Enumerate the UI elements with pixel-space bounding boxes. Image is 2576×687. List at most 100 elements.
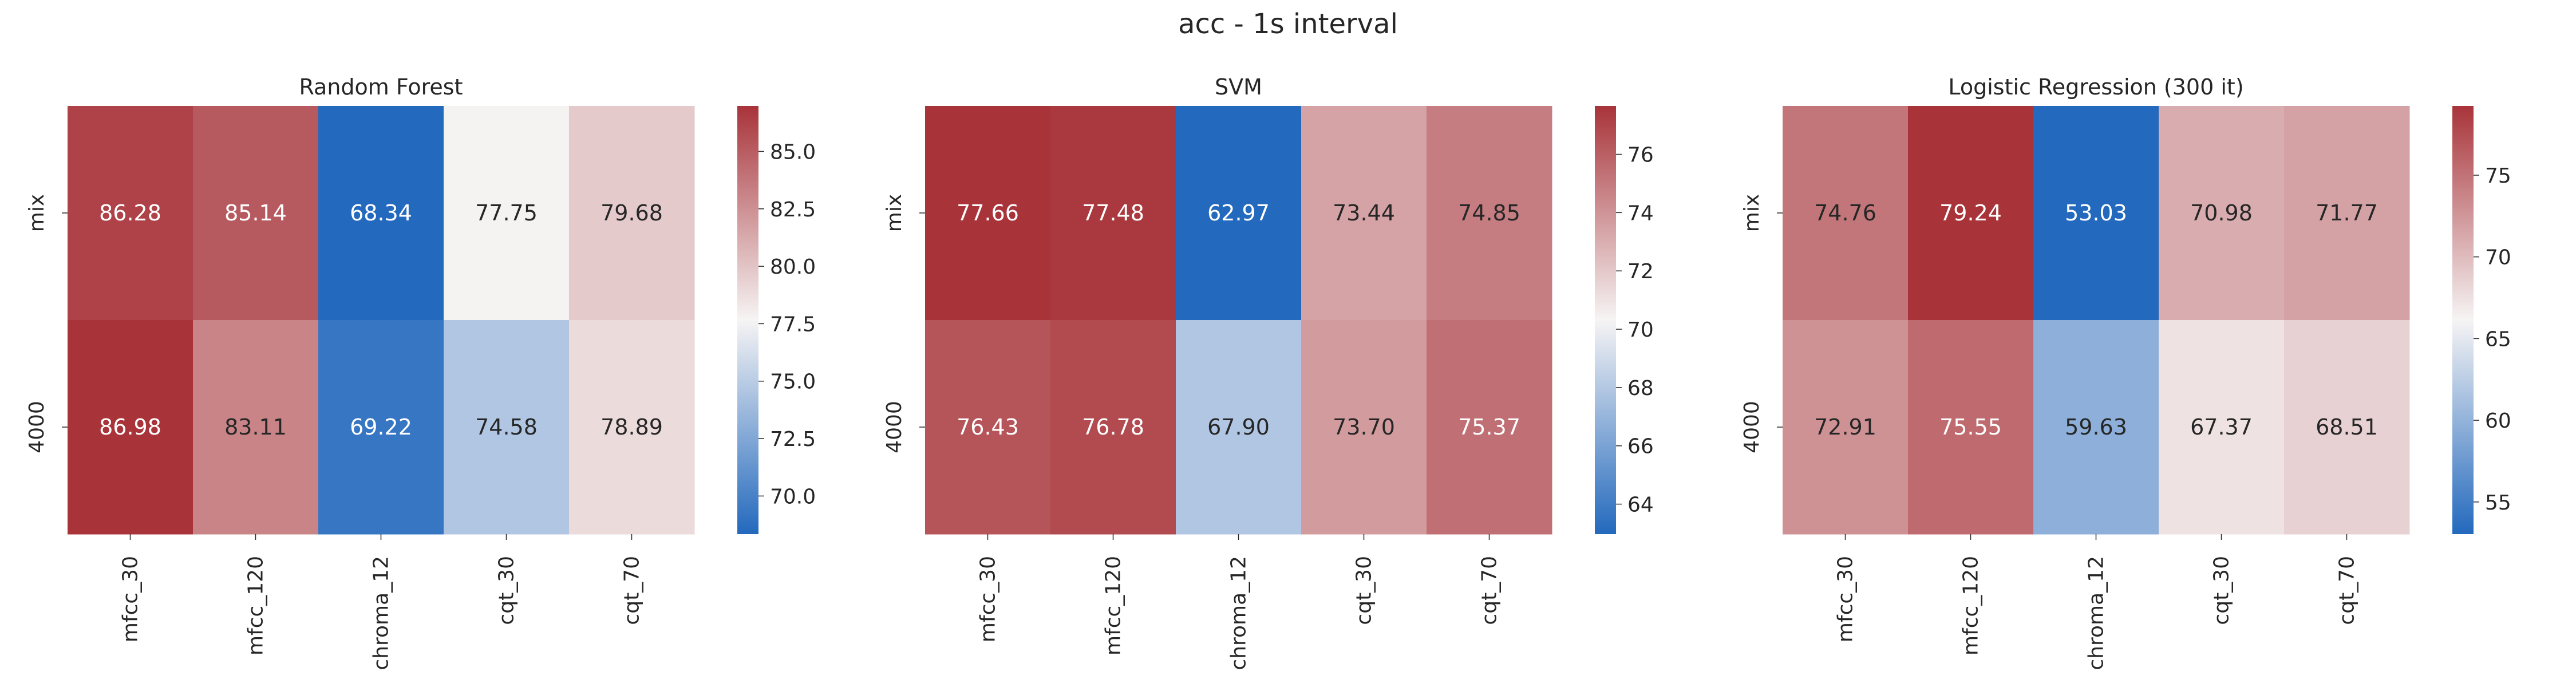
x-tick-label: cqt_30	[1353, 556, 1376, 625]
heatmap-cell	[569, 320, 695, 535]
x-tick-label: mfcc_120	[1102, 556, 1125, 656]
x-tick-label: cqt_70	[2336, 556, 2359, 625]
x-tick-label: cqt_30	[2210, 556, 2234, 625]
cell-value-label: 72.91	[1814, 414, 1876, 440]
y-tick-label: 4000	[1740, 401, 1764, 453]
colorbar	[2452, 106, 2474, 534]
heatmap-panel: Logistic Regression (300 it) 74.76 79.24 53…	[1740, 74, 2511, 670]
colorbar-tick-label: 74	[1627, 202, 1654, 225]
colorbar-tick-label: 60	[2485, 409, 2511, 433]
x-tick-label: mfcc_120	[244, 556, 268, 656]
x-tick-label: mfcc_30	[1834, 556, 1858, 642]
colorbar-tick-label: 85.0	[770, 140, 816, 164]
cell-value-label: 86.98	[99, 414, 161, 440]
colorbar-tick-label: 65	[2485, 327, 2511, 351]
heatmap-cell	[1301, 106, 1427, 321]
panel-title: SVM	[1215, 74, 1262, 100]
cell-value-label: 79.68	[600, 200, 663, 226]
cell-value-label: 85.14	[224, 200, 287, 226]
colorbar-tick-label: 72.5	[770, 428, 816, 451]
heatmap-cell	[925, 320, 1051, 535]
cell-value-label: 74.85	[1458, 200, 1520, 226]
heatmap-cell	[1908, 106, 2034, 321]
x-tick-label: cqt_30	[495, 556, 519, 625]
colorbar-tick-label: 70	[1627, 318, 1654, 342]
colorbar-tick-label: 75	[2485, 164, 2511, 188]
colorbar-tick-label: 76	[1627, 144, 1654, 167]
colorbar	[1595, 106, 1616, 534]
heatmap-cell	[1050, 320, 1176, 535]
heatmap-cell	[68, 106, 193, 321]
cell-value-label: 68.51	[2316, 414, 2378, 440]
heatmap-panel: SVM 77.66 77.48 62.97 73.44 74.85 76.43 76.78 67…	[883, 74, 1654, 670]
heatmap-cell	[193, 106, 319, 321]
cell-value-label: 53.03	[2065, 200, 2127, 226]
x-tick-label: cqt_70	[621, 556, 644, 625]
colorbar-tick-label: 66	[1627, 435, 1654, 459]
heatmap-cell	[2284, 320, 2410, 535]
y-tick-label: 4000	[25, 401, 49, 453]
heatmap-cell	[1783, 320, 1909, 535]
cell-value-label: 59.63	[2065, 414, 2127, 440]
colorbar-tick-label: 55	[2485, 491, 2511, 515]
heatmap-cell	[68, 320, 193, 535]
x-tick-label: cqt_70	[1478, 556, 1502, 625]
heatmap-cell	[1908, 320, 2034, 535]
colorbar-tick-label: 80.0	[770, 255, 816, 279]
cell-value-label: 86.28	[99, 200, 161, 226]
cell-value-label: 74.76	[1814, 200, 1876, 226]
figure-title: acc - 1s interval	[1178, 8, 1398, 40]
cell-value-label: 73.44	[1333, 200, 1395, 226]
cell-value-label: 62.97	[1207, 200, 1270, 226]
heatmap-cell	[1427, 106, 1552, 321]
x-tick-label: mfcc_30	[119, 556, 143, 642]
cell-value-label: 78.89	[600, 414, 663, 440]
colorbar-tick-label: 70	[2485, 246, 2511, 270]
x-tick-label: mfcc_30	[977, 556, 1000, 642]
cell-value-label: 79.24	[1939, 200, 2002, 226]
heatmap-cell	[2033, 320, 2159, 535]
heatmap-cell	[1783, 106, 1909, 321]
y-tick-label: mix	[883, 194, 906, 232]
heatmap-cell	[2033, 106, 2159, 321]
cell-value-label: 68.34	[350, 200, 412, 226]
colorbar-tick-label: 70.0	[770, 485, 816, 508]
y-tick-label: mix	[1740, 194, 1764, 232]
heatmap-cell	[318, 106, 444, 321]
y-tick-label: 4000	[883, 401, 906, 453]
cell-value-label: 67.37	[2190, 414, 2253, 440]
heatmap-cell	[2159, 106, 2285, 321]
cell-value-label: 76.78	[1082, 414, 1144, 440]
cell-value-label: 83.11	[224, 414, 287, 440]
cell-value-label: 71.77	[2316, 200, 2378, 226]
cell-value-label: 76.43	[957, 414, 1019, 440]
colorbar-tick-label: 82.5	[770, 198, 816, 222]
heatmap-panel: Random Forest 86.28 85.14 68.34 77.75 79.68 86…	[25, 74, 816, 670]
x-tick-label: chroma_12	[1227, 556, 1251, 670]
y-tick-label: mix	[25, 194, 49, 232]
heatmap-cell	[444, 320, 570, 535]
cell-value-label: 77.48	[1082, 200, 1144, 226]
cell-value-label: 73.70	[1333, 414, 1395, 440]
heatmap-cell	[1176, 320, 1302, 535]
heatmap-cell	[2159, 320, 2285, 535]
x-tick-label: chroma_12	[2085, 556, 2108, 670]
colorbar-tick-label: 64	[1627, 493, 1654, 517]
heatmap-cell	[444, 106, 570, 321]
heatmap-cell	[1050, 106, 1176, 321]
cell-value-label: 70.98	[2190, 200, 2253, 226]
colorbar-tick-label: 68	[1627, 377, 1654, 400]
cell-value-label: 75.55	[1939, 414, 2002, 440]
heatmap-cell	[2284, 106, 2410, 321]
colorbar-tick-label: 77.5	[770, 313, 816, 336]
heatmap-cell	[1176, 106, 1302, 321]
cell-value-label: 69.22	[350, 414, 412, 440]
x-tick-label: chroma_12	[370, 556, 393, 670]
x-tick-label: mfcc_120	[1959, 556, 1983, 656]
heatmap-cell	[1427, 320, 1552, 535]
cell-value-label: 77.66	[957, 200, 1019, 226]
heatmap-cell	[925, 106, 1051, 321]
heatmap-cell	[569, 106, 695, 321]
panel-title: Random Forest	[299, 74, 463, 100]
